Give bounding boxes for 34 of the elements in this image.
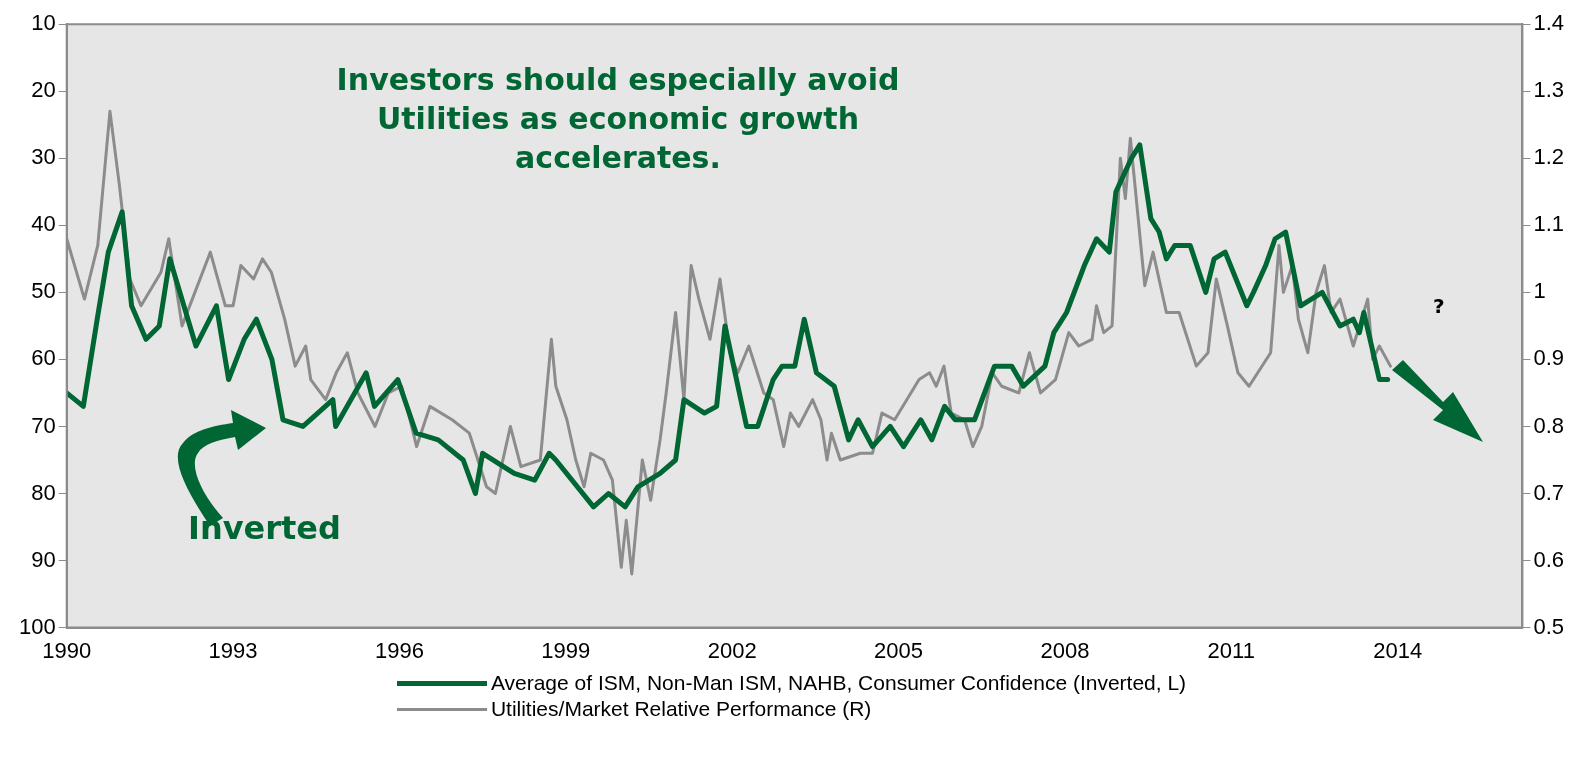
x-tick-label: 1999 <box>541 637 591 663</box>
y2-tick-label: 0.8 <box>1533 412 1565 438</box>
annotation: Inverted <box>188 508 342 549</box>
x-tick-label: 1996 <box>374 637 424 663</box>
legend-label: Utilities/Market Relative Performance (R) <box>490 696 872 722</box>
y-tick-label: 20 <box>31 77 56 103</box>
y2-tick-label: 0.9 <box>1533 345 1565 371</box>
annotation: Investors should especially avoid Utilities as economic growth accelerates. <box>335 61 901 177</box>
legend-label: Average of ISM, Non-Man ISM, NAHB, Consumer Confidence (Inverted, L) <box>490 670 1187 696</box>
y2-tick-label: 1.1 <box>1533 211 1565 237</box>
y-tick-label: 30 <box>31 144 56 170</box>
x-tick-label: 1990 <box>42 637 92 663</box>
y-tick-label: 10 <box>31 10 56 36</box>
y-tick-label: 80 <box>31 479 56 505</box>
y2-tick-label: 0.6 <box>1533 546 1565 572</box>
y-tick-label: 50 <box>31 278 56 304</box>
x-tick-label: 2014 <box>1373 637 1423 663</box>
x-tick-label: 2005 <box>874 637 924 663</box>
y-tick-label: 60 <box>31 345 56 371</box>
y2-tick-label: 1.3 <box>1533 77 1565 103</box>
y2-tick-label: 1 <box>1533 278 1546 304</box>
x-tick-label: 2008 <box>1040 637 1090 663</box>
annotation: ? <box>1433 293 1446 319</box>
x-tick-label: 1993 <box>208 637 258 663</box>
y2-tick-label: 0.5 <box>1533 613 1565 639</box>
x-tick-label: 2011 <box>1207 637 1255 663</box>
y-tick-label: 40 <box>31 211 56 237</box>
y-tick-label: 70 <box>31 412 56 438</box>
y-tick-label: 100 <box>18 613 56 639</box>
y-tick-label: 90 <box>31 546 56 572</box>
x-tick-label: 2002 <box>707 637 757 663</box>
y2-tick-label: 1.4 <box>1533 10 1565 36</box>
y2-tick-label: 1.2 <box>1533 144 1565 170</box>
y2-tick-label: 0.7 <box>1533 479 1565 505</box>
